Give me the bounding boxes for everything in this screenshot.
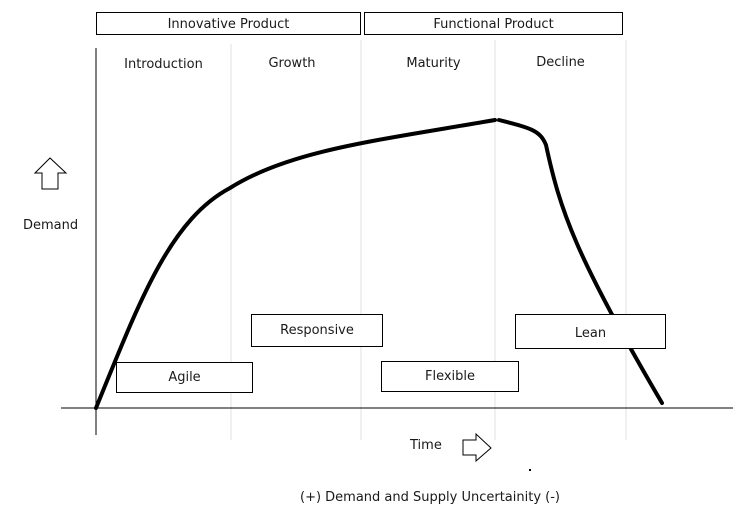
right-arrow-icon <box>462 432 492 463</box>
innovative-product-header: Innovative Product <box>96 12 361 35</box>
stray-dot <box>529 469 531 471</box>
phase-introduction: Introduction <box>124 57 203 72</box>
demand-curve-decline <box>497 118 664 405</box>
strategy-flexible: Flexible <box>381 361 519 392</box>
demand-curve-rise <box>94 118 497 410</box>
strategy-lean: Lean <box>515 314 666 349</box>
functional-product-header: Functional Product <box>364 12 623 35</box>
y-axis-label: Demand <box>23 218 79 233</box>
phase-decline: Decline <box>536 55 585 70</box>
x-axis-label: Time <box>410 438 442 453</box>
up-arrow-icon <box>33 157 68 190</box>
phase-maturity: Maturity <box>406 56 461 71</box>
strategy-agile: Agile <box>116 362 253 393</box>
phase-growth: Growth <box>268 56 316 71</box>
strategy-responsive: Responsive <box>251 314 383 347</box>
bottom-caption: (+) Demand and Supply Uncertainity (-) <box>300 490 560 505</box>
